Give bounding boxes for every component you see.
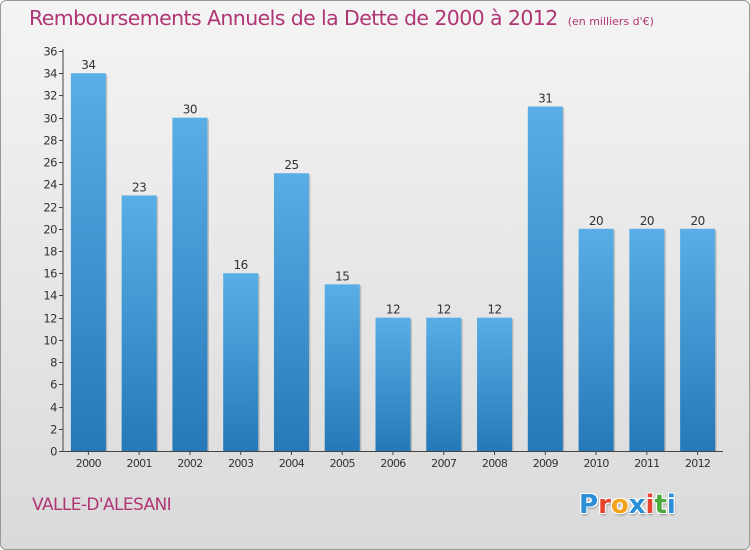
bar: [375, 317, 411, 451]
y-tick-label: 8: [50, 356, 57, 370]
bar-group: 30: [172, 103, 209, 452]
bar-value-label: 15: [335, 269, 349, 283]
y-tick-label: 16: [43, 267, 57, 281]
bar: [121, 195, 157, 451]
x-tick-label: 2001: [127, 457, 152, 470]
bar-group: 20: [629, 214, 666, 451]
x-tick-label: 2011: [634, 457, 659, 470]
bar: [426, 317, 462, 451]
y-tick-label: 20: [43, 223, 57, 237]
bar-group: 20: [578, 214, 616, 451]
x-tick-label: 2006: [380, 457, 406, 470]
bar-value-label: 20: [640, 214, 654, 228]
bar: [680, 228, 716, 451]
bar-group: 15: [324, 269, 362, 451]
logo-letter: i: [645, 490, 655, 520]
bar-value-label: 20: [589, 214, 603, 228]
y-tick-label: 18: [43, 245, 57, 259]
y-tick-label: 6: [50, 378, 57, 392]
bar-value-label: 12: [386, 303, 400, 317]
bar-group: 12: [375, 303, 412, 451]
bar-group: 16: [223, 258, 260, 451]
bar: [70, 73, 106, 451]
bar-value-label: 30: [183, 103, 197, 117]
y-tick-label: 28: [43, 134, 57, 148]
y-tick-label: 36: [43, 45, 57, 59]
y-tick-label: 4: [50, 401, 57, 415]
bar: [324, 284, 360, 451]
bar-group: 12: [426, 303, 463, 451]
x-tick-label: 2012: [685, 457, 710, 470]
x-tick-label: 2002: [177, 457, 202, 470]
bar-value-label: 12: [487, 303, 501, 317]
commune-name: VALLE-D'ALESANI: [32, 495, 172, 515]
bar: [477, 317, 513, 451]
bar-value-label: 12: [437, 303, 451, 317]
y-tick-label: 32: [43, 89, 57, 103]
y-tick-label: 0: [50, 445, 57, 459]
x-tick-label: 2005: [330, 457, 356, 470]
bar: [578, 228, 614, 451]
y-tick-label: 34: [43, 67, 57, 81]
bar: [172, 117, 208, 452]
bar-group: 12: [477, 303, 514, 451]
logo-letter: P: [579, 490, 599, 520]
logo-letter: t: [654, 490, 667, 520]
logo-letter: i: [666, 490, 676, 520]
bar-group: 20: [680, 214, 717, 451]
bar-group: 23: [121, 180, 159, 451]
proxiti-logo: Proxiti: [579, 490, 676, 520]
x-tick-label: 2007: [431, 457, 457, 470]
bar-value-label: 16: [234, 258, 248, 272]
y-tick-label: 10: [43, 334, 57, 348]
bar-group: 34: [70, 58, 108, 451]
x-tick-label: 2008: [482, 457, 508, 470]
chart-title: Remboursements Annuels de la Dette de 20…: [29, 6, 654, 30]
bar-value-label: 23: [132, 180, 146, 194]
bars: 34 23 30 16 25 15 12 12 12 31 20 20 20: [70, 58, 717, 452]
bar: [273, 173, 309, 451]
chart-title-text: Remboursements Annuels de la Dette de 20…: [29, 6, 558, 30]
logo-letter: x: [628, 490, 646, 520]
y-tick-label: 12: [43, 312, 57, 326]
y-tick-label: 14: [43, 289, 57, 303]
bar-value-label: 34: [81, 58, 95, 72]
bar-value-label: 20: [690, 214, 704, 228]
y-tick-label: 22: [43, 201, 57, 215]
bar-value-label: 31: [538, 92, 552, 106]
y-tick-label: 30: [43, 112, 57, 126]
x-tick-label: 2003: [228, 457, 254, 470]
y-tick-label: 24: [43, 178, 57, 192]
bar-group: 25: [273, 158, 311, 451]
x-tick-label: 2000: [76, 457, 102, 470]
x-tick-label: 2009: [533, 457, 559, 470]
bar-group: 31: [527, 92, 565, 452]
x-tick-label: 2004: [279, 457, 305, 470]
bar: [629, 228, 665, 451]
x-tick-label: 2010: [583, 457, 609, 470]
logo-letter: o: [610, 490, 629, 520]
chart-subtitle: (en milliers d'€): [567, 15, 654, 28]
y-tick-label: 26: [43, 156, 57, 170]
y-tick-label: 2: [50, 423, 57, 437]
bar-value-label: 25: [284, 158, 298, 172]
logo-letter: r: [598, 490, 611, 520]
bar: [527, 106, 563, 452]
bar: [223, 273, 259, 451]
